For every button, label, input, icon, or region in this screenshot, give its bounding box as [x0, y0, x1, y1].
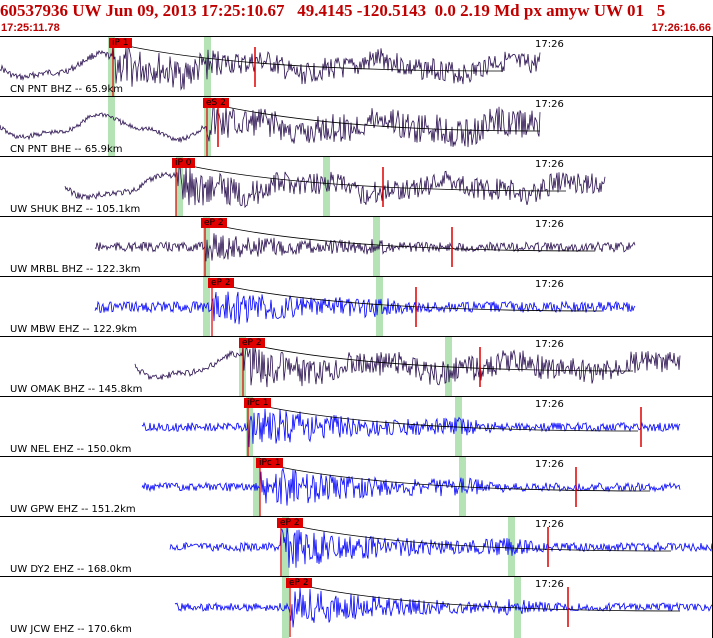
pick-flag[interactable]: eP 2 [239, 338, 265, 348]
minute-tick-label: 17:26 [535, 579, 564, 590]
waveform-plot [134, 337, 681, 396]
pick-flag[interactable]: eP 2 [201, 218, 227, 228]
waveform-plot [64, 157, 606, 216]
event-title: 60537936 UW Jun 09, 2013 17:25:10.67 49.… [0, 1, 666, 20]
station-label: UW JCW EHZ -- 170.6km [10, 624, 132, 635]
pick-flag[interactable]: eP 2 [286, 578, 312, 588]
minute-tick-label: 17:26 [535, 39, 564, 50]
coda-decay-curve [122, 44, 504, 72]
pick-window-marker [108, 37, 115, 96]
waveform-plot [174, 577, 713, 638]
waveform-line [141, 467, 681, 506]
station-label: CN PNT BHZ -- 65.9km [10, 84, 124, 95]
waveform-line [134, 343, 681, 388]
window-start-time: 17:25:11.78 [1, 22, 60, 34]
coda-decay-curve [216, 104, 541, 132]
trace-panel[interactable]: iPc 1 17:26 UW GPW EHZ -- 151.2km [0, 456, 713, 516]
coda-decay-curve [221, 284, 603, 312]
station-label: UW GPW EHZ -- 151.2km [10, 504, 136, 515]
waveform-plot [0, 37, 541, 96]
waveform-line [141, 408, 681, 448]
coda-decay-curve [290, 524, 672, 552]
coda-decay-curve [299, 584, 681, 612]
waveform-plot [94, 277, 636, 336]
coda-decay-curve [269, 464, 651, 492]
pick-flag[interactable]: iPc 1 [256, 458, 284, 468]
station-label: UW NEL EHZ -- 150.0km [10, 444, 132, 455]
pick-window-marker [376, 277, 383, 336]
waveform-line [0, 42, 541, 91]
trace-panel[interactable]: iPc 1 17:26 UW NEL EHZ -- 150.0km [0, 396, 713, 456]
station-label: CN PNT BHE -- 65.9km [10, 144, 123, 155]
pick-flag[interactable]: eS 2 [203, 98, 229, 108]
waveform-line [94, 233, 636, 262]
minute-tick-label: 17:26 [535, 279, 564, 290]
trace-panel[interactable]: iP 1 17:26 CN PNT BHZ -- 65.9km [0, 36, 713, 96]
station-label: UW SHUK BHZ -- 105.1km [10, 204, 141, 215]
waveform-plot [141, 457, 681, 516]
waveform-line [0, 105, 541, 148]
station-label: UW DY2 EHZ -- 168.0km [10, 564, 132, 575]
pick-window-marker [176, 157, 183, 216]
trace-panel[interactable]: eP 2 17:26 UW JCW EHZ -- 170.6km [0, 576, 713, 638]
minute-tick-label: 17:26 [535, 399, 564, 410]
pick-flag[interactable]: eP 2 [208, 278, 234, 288]
minute-tick-label: 17:26 [535, 519, 564, 530]
station-label: UW OMAK BHZ -- 145.8km [10, 384, 143, 395]
waveform-plot [141, 397, 681, 456]
pick-window-marker [514, 577, 521, 638]
waveform-line [169, 525, 713, 568]
event-header: 60537936 UW Jun 09, 2013 17:25:10.67 49.… [0, 0, 713, 36]
minute-tick-label: 17:26 [535, 219, 564, 230]
waveform-line [94, 291, 636, 325]
minute-tick-label: 17:26 [535, 459, 564, 470]
waveform-line [64, 165, 606, 209]
trace-panel[interactable]: eP 2 17:26 UW MRBL BHZ -- 122.3km [0, 216, 713, 276]
pick-flag[interactable]: iP 0 [172, 158, 195, 168]
coda-decay-curve [185, 164, 567, 192]
minute-tick-label: 17:26 [535, 99, 564, 110]
waveform-plot [0, 97, 541, 156]
station-label: UW MRBL BHZ -- 122.3km [10, 264, 141, 275]
pick-flag[interactable]: eP 2 [277, 518, 303, 528]
waveform-line [174, 587, 713, 628]
trace-panel[interactable]: iP 0 17:26 UW SHUK BHZ -- 105.1km [0, 156, 713, 216]
waveform-plot [169, 517, 713, 576]
pick-window-marker [455, 397, 462, 456]
seismogram-traces: iP 1 17:26 CN PNT BHZ -- 65.9km eS 2 17:26 CN… [0, 36, 713, 638]
waveform-plot [94, 217, 636, 276]
minute-tick-label: 17:26 [535, 159, 564, 170]
trace-panel[interactable]: eP 2 17:26 UW MBW EHZ -- 122.9km [0, 276, 713, 336]
coda-decay-curve [252, 344, 634, 372]
pick-flag[interactable]: iP 1 [109, 38, 132, 48]
pick-window-marker [108, 97, 115, 156]
coda-decay-curve [257, 404, 639, 432]
trace-panel[interactable]: eP 2 17:26 UW OMAK BHZ -- 145.8km [0, 336, 713, 396]
coda-decay-curve [214, 224, 596, 252]
window-end-time: 17:26:16.66 [651, 22, 711, 34]
pick-flag[interactable]: iPc 1 [244, 398, 272, 408]
station-label: UW MBW EHZ -- 122.9km [10, 324, 138, 335]
trace-panel[interactable]: eP 2 17:26 UW DY2 EHZ -- 168.0km [0, 516, 713, 576]
minute-tick-label: 17:26 [535, 339, 564, 350]
pick-window-marker [323, 157, 330, 216]
trace-panel[interactable]: eS 2 17:26 CN PNT BHE -- 65.9km [0, 96, 713, 156]
